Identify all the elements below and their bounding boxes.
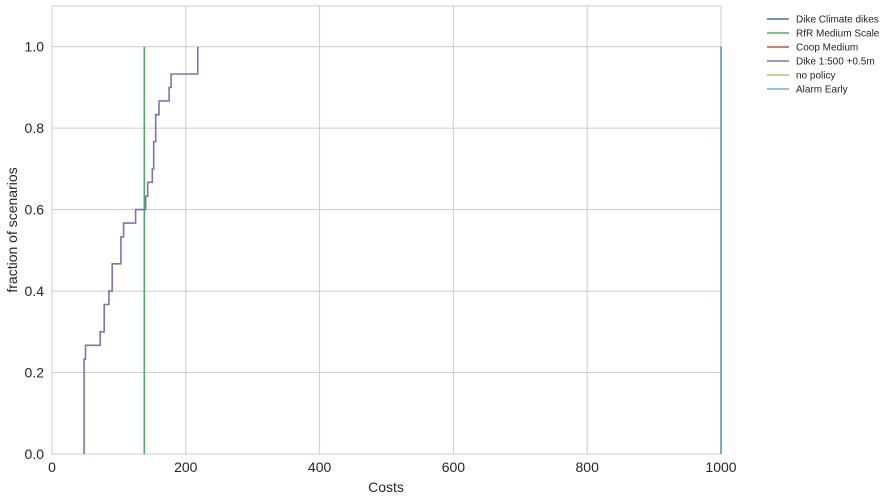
legend-entry: RfR Medium Scale: [796, 29, 880, 40]
y-tick-label: 0.6: [25, 202, 45, 218]
y-tick-label: 0.8: [25, 120, 45, 136]
legend-entry: Alarm Early: [796, 85, 848, 96]
y-tick-label: 1.0: [25, 39, 45, 55]
x-tick-labels: 0 200 400 600 800 1000: [48, 459, 737, 475]
x-tick-label: 400: [308, 459, 332, 475]
y-tick-label: 0.4: [25, 283, 45, 299]
legend: Dike Climate dikes RfR Medium Scale Coop M…: [767, 15, 880, 96]
y-tick-label: 0.0: [25, 446, 45, 462]
y-axis-label: fraction of scenarios: [4, 167, 20, 292]
legend-entry: Dike 1:500 +0.5m: [796, 57, 875, 68]
series-lines: [83, 46, 722, 454]
y-tick-label: 0.2: [25, 365, 45, 381]
legend-entry: no policy: [796, 71, 835, 82]
y-tick-labels: 0.0 0.2 0.4 0.6 0.8 1.0: [25, 39, 45, 462]
x-tick-label: 1000: [705, 459, 736, 475]
legend-entry: Dike Climate dikes: [796, 15, 879, 26]
series-line-3: [83, 46, 199, 454]
plot-area: [51, 5, 722, 455]
x-tick-label: 200: [174, 459, 198, 475]
x-tick-label: 800: [576, 459, 600, 475]
x-tick-label: 0: [48, 459, 56, 475]
legend-entry: Coop Medium: [796, 43, 858, 54]
x-tick-label: 600: [442, 459, 466, 475]
x-axis-label: Costs: [368, 479, 404, 495]
